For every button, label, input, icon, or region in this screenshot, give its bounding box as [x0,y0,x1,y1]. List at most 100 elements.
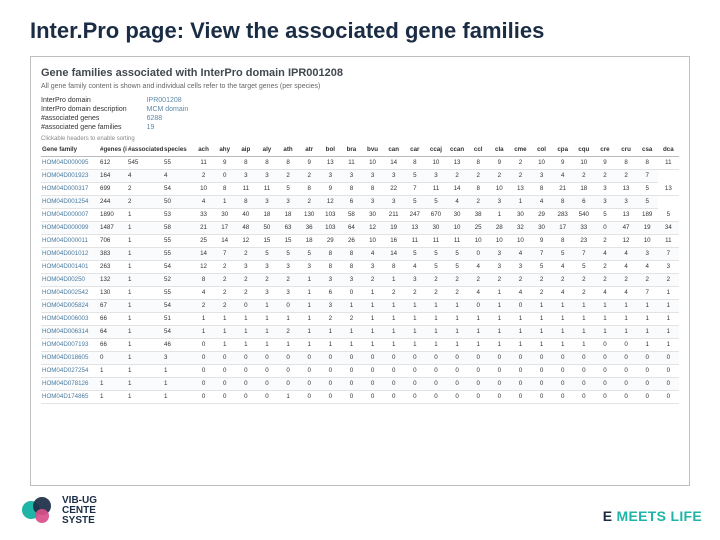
table-cell: 0 [447,377,468,390]
table-row: HOM04D0000991487158211748506336103641219… [41,221,679,234]
column-header[interactable]: #associated genes [127,144,163,156]
gene-family-link[interactable]: HOM04D001923 [42,172,88,179]
column-header[interactable]: cla [489,144,510,156]
table-cell: 0 [383,364,404,377]
table-cell: 10 [425,156,446,169]
gene-family-link-cell[interactable]: HOM04D174865 [41,390,99,403]
table-cell: 1 [404,338,425,351]
column-header[interactable]: col [531,144,552,156]
column-header[interactable]: cpa [552,144,573,156]
gene-family-link-cell[interactable]: HOM04D027254 [41,364,99,377]
gene-family-link-cell[interactable]: HOM04D00250 [41,273,99,286]
column-header[interactable]: can [383,144,404,156]
column-header[interactable]: Gene family [41,144,99,156]
table-cell: 8 [468,156,489,169]
column-header[interactable]: ccaj [425,144,446,156]
table-cell: 10 [531,156,552,169]
gene-family-link-cell[interactable]: HOM04D006314 [41,325,99,338]
column-header[interactable]: dca [658,144,679,156]
column-header[interactable]: cru [616,144,637,156]
gene-family-link[interactable]: HOM04D000317 [42,185,88,192]
table-cell: 3 [256,169,277,182]
gene-family-link[interactable]: HOM04D002542 [42,289,88,296]
column-header[interactable]: ach [193,144,214,156]
table-cell: 4 [447,195,468,208]
column-header[interactable]: aly [256,144,277,156]
table-cell: 1 [193,312,214,325]
gene-family-link-cell[interactable]: HOM04D001012 [41,247,99,260]
gene-family-link-cell[interactable]: HOM04D078126 [41,377,99,390]
table-cell: 1 [489,338,510,351]
gene-family-link-cell[interactable]: HOM04D007193 [41,338,99,351]
table-cell: 1 [531,299,552,312]
table-cell: 0 [404,364,425,377]
table-cell: 0 [616,377,637,390]
column-header[interactable]: cqu [573,144,594,156]
column-header[interactable]: bol [320,144,341,156]
gene-family-link[interactable]: HOM04D005824 [42,302,88,309]
column-header[interactable]: atr [299,144,320,156]
table-cell: 55 [163,286,193,299]
table-cell: 1 [489,299,510,312]
gene-family-link-cell[interactable]: HOM04D001254 [41,195,99,208]
gene-family-link[interactable]: HOM04D000011 [42,237,88,244]
gene-family-link[interactable]: HOM04D078126 [42,380,88,387]
gene-family-link-cell[interactable]: HOM04D001923 [41,169,99,182]
gene-family-link-cell[interactable]: HOM04D005824 [41,299,99,312]
table-cell: 2 [362,273,383,286]
table-cell: 0 [637,390,658,403]
column-header[interactable]: ccan [447,144,468,156]
gene-family-link[interactable]: HOM04D007193 [42,341,88,348]
gene-family-link[interactable]: HOM04D00250 [42,276,85,283]
column-header[interactable]: csa [637,144,658,156]
table-cell: 1 [552,338,573,351]
column-header[interactable]: ccl [468,144,489,156]
table-cell: 1 [404,325,425,338]
table-cell: 1 [404,299,425,312]
column-header[interactable]: bvu [362,144,383,156]
table-header-row[interactable]: Gene family#genes (in total)#associated … [41,144,679,156]
table-cell: 0 [383,390,404,403]
gene-family-link[interactable]: HOM04D006003 [42,315,88,322]
gene-family-link-cell[interactable]: HOM04D000007 [41,208,99,221]
gene-family-link[interactable]: HOM04D001012 [42,250,88,257]
column-header[interactable]: ath [278,144,299,156]
panel-title: Gene families associated with InterPro d… [41,67,679,79]
gene-family-link-cell[interactable]: HOM04D002542 [41,286,99,299]
table-cell: 1 [299,325,320,338]
gene-family-link-cell[interactable]: HOM04D000317 [41,182,99,195]
table-cell: 8 [320,247,341,260]
gene-family-link[interactable]: HOM04D174865 [42,393,88,400]
gene-family-link[interactable]: HOM04D027254 [42,367,88,374]
gene-family-link[interactable]: HOM04D001254 [42,198,88,205]
gene-family-link[interactable]: HOM04D006314 [42,328,88,335]
column-header[interactable]: cre [594,144,615,156]
gene-family-link-cell[interactable]: HOM04D000095 [41,156,99,169]
table-cell: 1 [256,338,277,351]
table-cell: 14 [447,182,468,195]
gene-family-link[interactable]: HOM04D018605 [42,354,88,361]
column-header[interactable]: cme [510,144,531,156]
table-cell: 11 [256,182,277,195]
gene-family-link[interactable]: HOM04D000007 [42,211,88,218]
table-cell: 1 [214,195,235,208]
gene-family-link-cell[interactable]: HOM04D000011 [41,234,99,247]
gene-family-link-cell[interactable]: HOM04D001401 [41,260,99,273]
column-header[interactable]: car [404,144,425,156]
gene-family-link[interactable]: HOM04D000099 [42,224,88,231]
column-header[interactable]: bra [341,144,362,156]
column-header[interactable]: #genes (in total) [99,144,127,156]
table-row: HOM04D0010123831551472555884145550347574… [41,247,679,260]
gene-family-link-cell[interactable]: HOM04D006003 [41,312,99,325]
table-cell: 33 [573,221,594,234]
gene-family-link[interactable]: HOM04D001401 [42,263,88,270]
column-header[interactable]: ahy [214,144,235,156]
column-header[interactable]: species [163,144,193,156]
column-header[interactable]: aip [235,144,256,156]
table-cell: 0 [193,390,214,403]
table-cell: 4 [362,247,383,260]
gene-family-link-cell[interactable]: HOM04D000099 [41,221,99,234]
gene-family-link-cell[interactable]: HOM04D018605 [41,351,99,364]
gene-family-link[interactable]: HOM04D000095 [42,159,88,166]
table-cell: 2 [127,195,163,208]
